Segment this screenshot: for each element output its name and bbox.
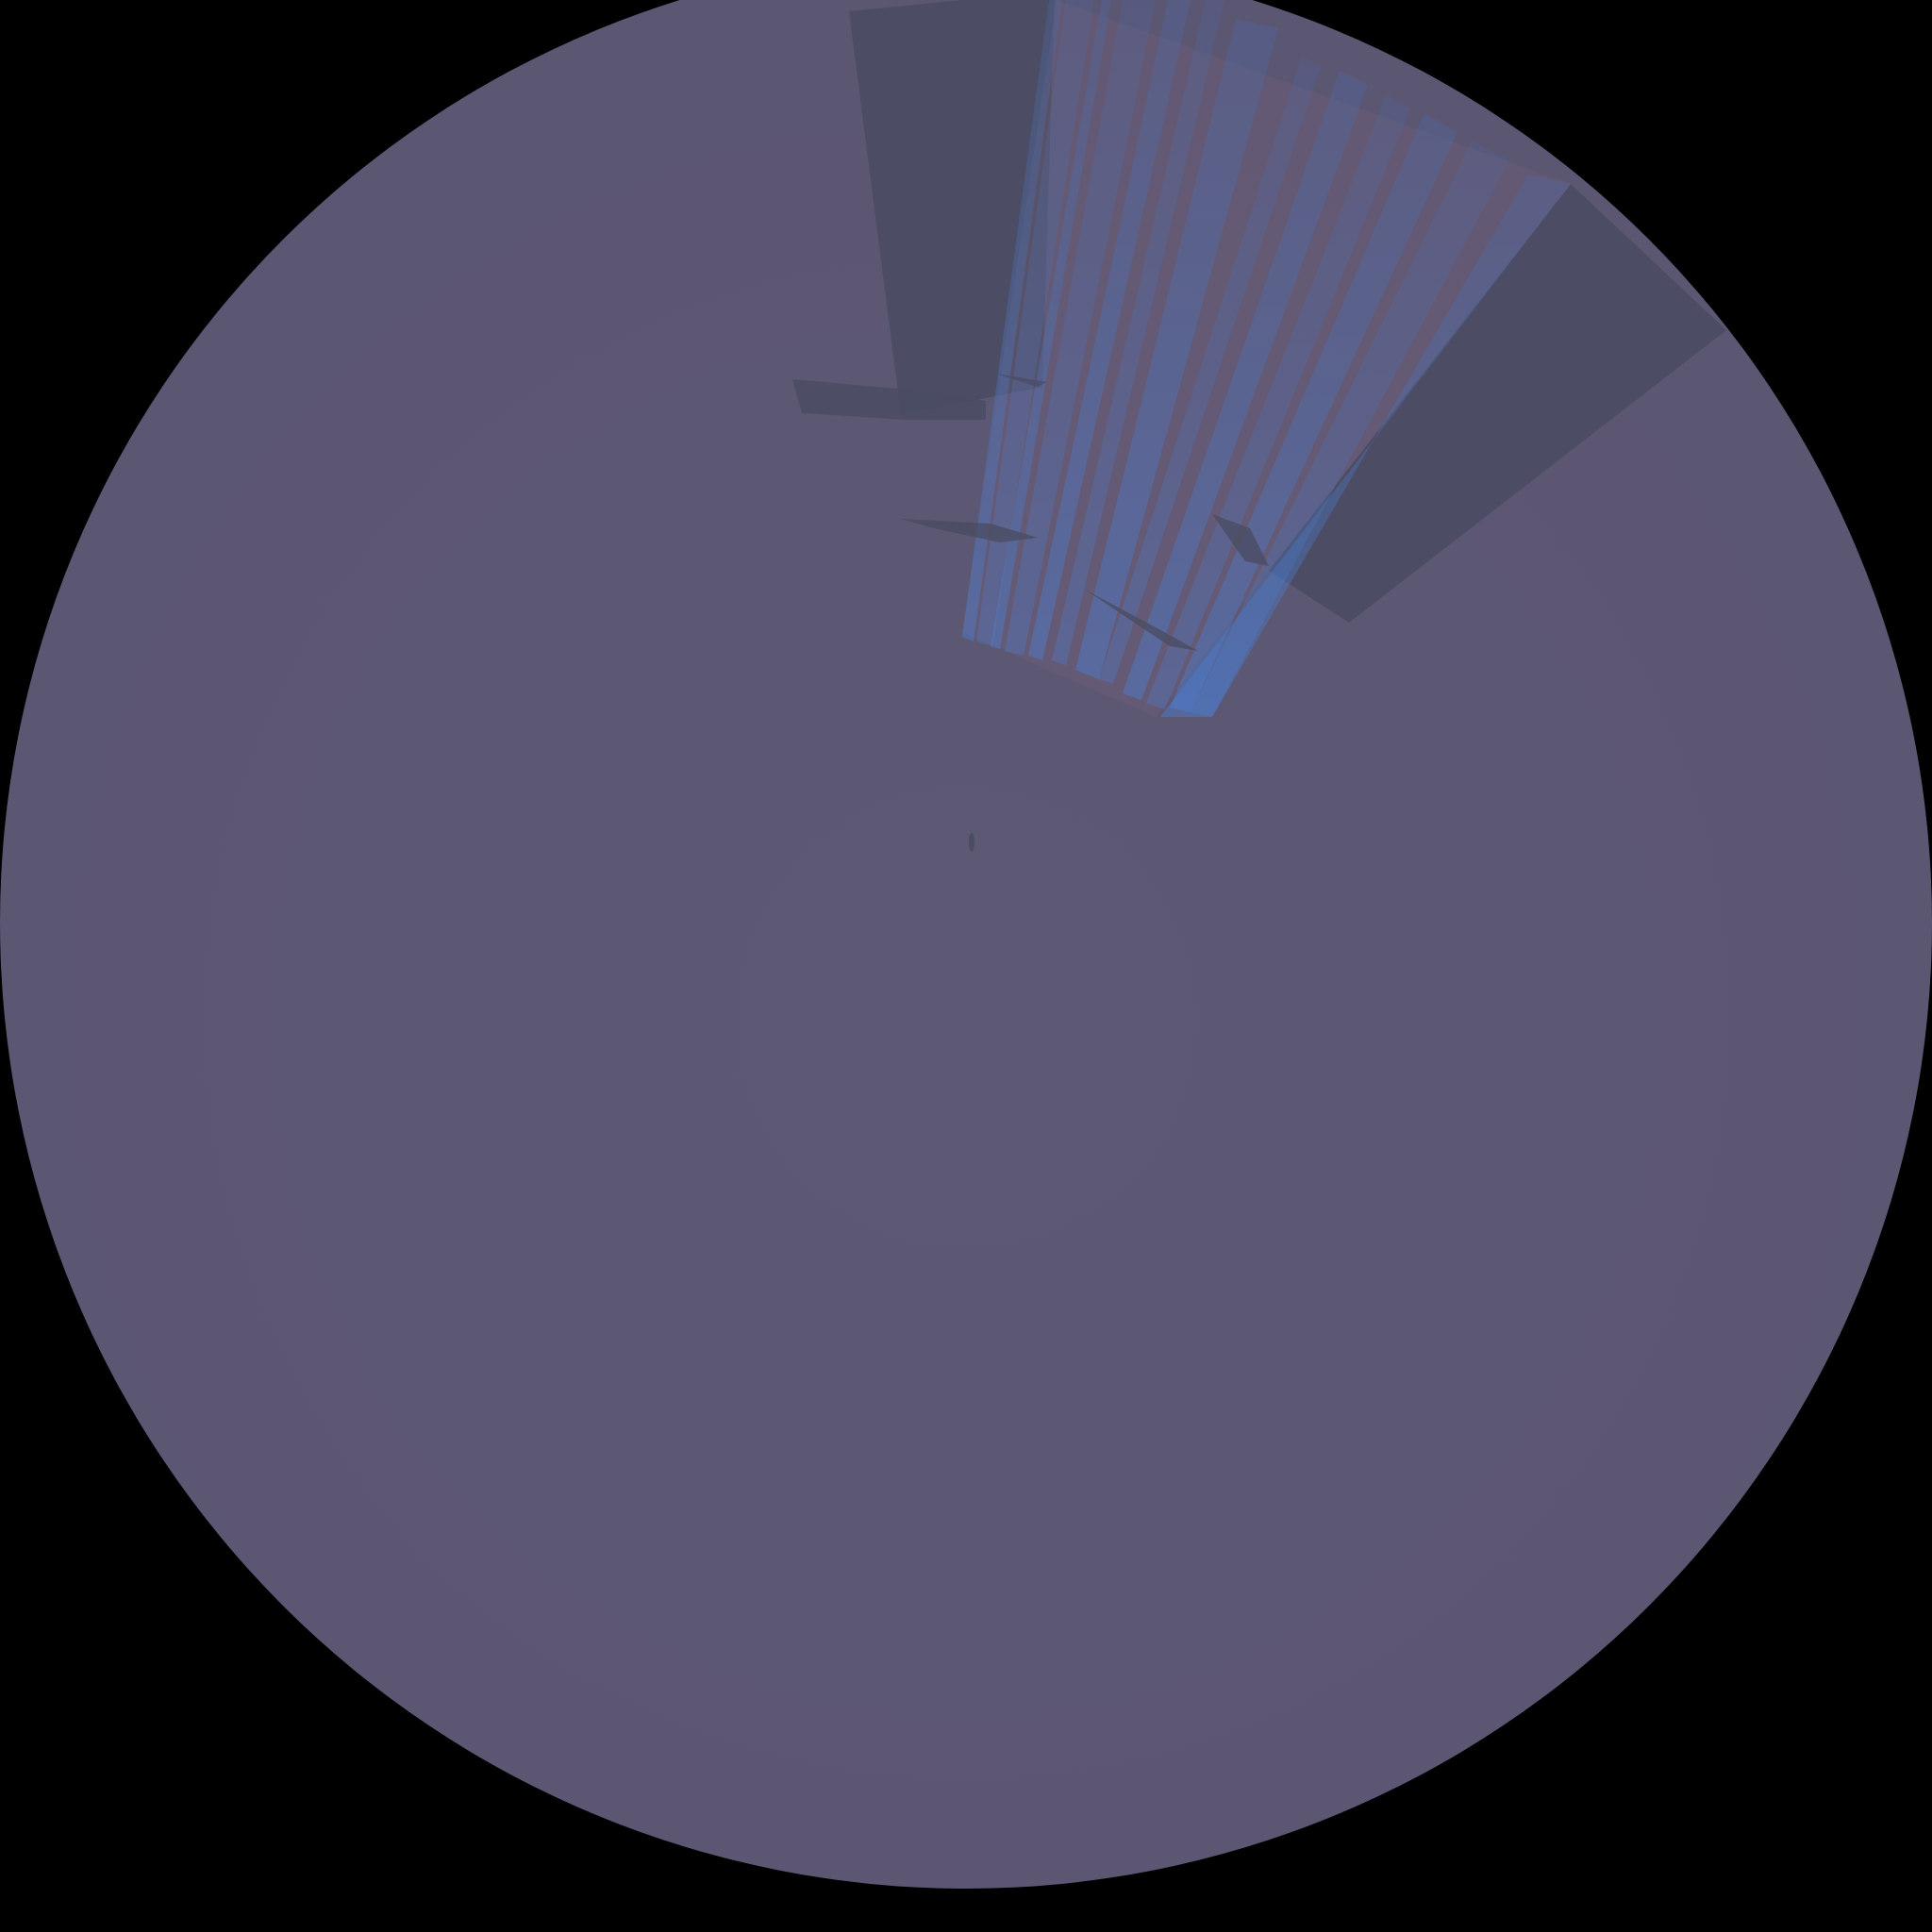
debris-streak: [901, 519, 1038, 542]
light-ray: [1005, 0, 1156, 656]
shadow-panel-left: [849, 0, 1055, 415]
shadow-panel-right: [1269, 184, 1726, 623]
light-ray: [991, 0, 1111, 649]
light-ray: [1099, 57, 1321, 684]
light-ray: [1052, 0, 1224, 665]
light-rays: [962, 0, 1571, 717]
light-ray: [1170, 113, 1457, 712]
light-ray: [962, 0, 1062, 641]
light-ray: [1075, 19, 1278, 679]
light-ray: [1191, 142, 1509, 717]
sky-structures: [792, 0, 1726, 717]
distant-object: [969, 833, 974, 852]
debris-streak: [1212, 514, 1269, 566]
light-ray: [1146, 94, 1410, 709]
light-ray: [1028, 0, 1191, 660]
debris-streak: [1085, 590, 1198, 651]
light-ray: [1160, 175, 1571, 717]
light-ray: [976, 0, 1094, 646]
light-ray: [1123, 71, 1368, 700]
debris-streak: [792, 379, 986, 420]
debris-streak: [962, 363, 1047, 387]
